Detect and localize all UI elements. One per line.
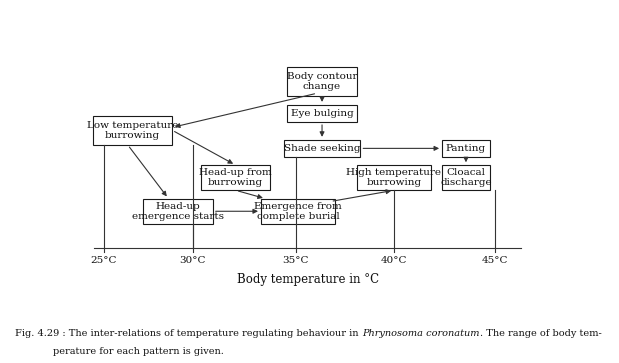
Text: 45°C: 45°C <box>482 256 508 265</box>
Bar <box>284 140 360 157</box>
Text: Fig. 4.29 : The inter-relations of temperature regulating behaviour in: Fig. 4.29 : The inter-relations of tempe… <box>15 329 362 338</box>
Text: Phrynosoma coronatum: Phrynosoma coronatum <box>362 329 480 338</box>
Text: 25°C: 25°C <box>90 256 117 265</box>
Bar <box>93 115 172 145</box>
Text: Panting: Panting <box>446 144 486 153</box>
Bar <box>287 67 357 96</box>
Bar <box>144 199 213 224</box>
Bar <box>442 165 490 190</box>
Text: 40°C: 40°C <box>381 256 407 265</box>
Bar <box>442 140 490 157</box>
Text: 30°C: 30°C <box>180 256 206 265</box>
Text: High temperature
burrowing: High temperature burrowing <box>347 168 441 187</box>
Text: Body temperature in °C: Body temperature in °C <box>236 273 379 286</box>
Bar <box>201 165 271 190</box>
Bar <box>287 105 357 122</box>
Text: Head-up from
burrowing: Head-up from burrowing <box>199 168 272 187</box>
Text: perature for each pattern is given.: perature for each pattern is given. <box>53 347 223 356</box>
Text: Shade seeking: Shade seeking <box>284 144 360 153</box>
Text: Cloacal
discharge: Cloacal discharge <box>440 168 491 187</box>
Bar <box>357 165 431 190</box>
Text: Fig. 4.29 : The inter-relations of temperature regulating behaviour in: Fig. 4.29 : The inter-relations of tempe… <box>15 329 362 338</box>
Text: Emergence from
complete burial: Emergence from complete burial <box>254 201 342 221</box>
Text: Body contour
change: Body contour change <box>287 72 357 91</box>
Text: Phrynosoma coronatum: Phrynosoma coronatum <box>362 329 480 338</box>
Text: 35°C: 35°C <box>282 256 309 265</box>
Text: Head-up
emergence starts: Head-up emergence starts <box>132 201 224 221</box>
Text: Low temperature
burrowing: Low temperature burrowing <box>87 121 178 140</box>
Bar <box>261 199 335 224</box>
Text: . The range of body tem-: . The range of body tem- <box>480 329 601 338</box>
Text: Eye bulging: Eye bulging <box>291 109 353 118</box>
